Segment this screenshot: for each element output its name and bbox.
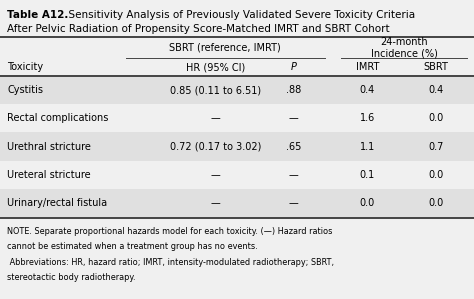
- Text: 0.0: 0.0: [428, 170, 444, 180]
- Text: cannot be estimated when a treatment group has no events.: cannot be estimated when a treatment gro…: [7, 242, 258, 251]
- Text: 1.1: 1.1: [360, 141, 375, 152]
- Text: —: —: [289, 198, 299, 208]
- Text: —: —: [289, 170, 299, 180]
- Text: .65: .65: [286, 141, 301, 152]
- Bar: [0, 189, 474, 217]
- Text: Rectal complications: Rectal complications: [7, 113, 109, 123]
- Text: Urinary/rectal fistula: Urinary/rectal fistula: [7, 198, 107, 208]
- Text: IMRT: IMRT: [356, 62, 379, 72]
- Text: 0.72 (0.17 to 3.02): 0.72 (0.17 to 3.02): [170, 141, 261, 152]
- Text: Abbreviations: HR, hazard ratio; IMRT, intensity-modulated radiotherapy; SBRT,: Abbreviations: HR, hazard ratio; IMRT, i…: [7, 258, 334, 267]
- Text: .88: .88: [286, 85, 301, 95]
- Text: —: —: [211, 113, 220, 123]
- Bar: [0, 76, 474, 104]
- Text: 0.4: 0.4: [428, 85, 444, 95]
- Text: SBRT: SBRT: [424, 62, 448, 72]
- Text: 0.7: 0.7: [428, 141, 444, 152]
- Text: —: —: [289, 113, 299, 123]
- Text: —: —: [211, 198, 220, 208]
- Text: 24-month: 24-month: [380, 37, 428, 48]
- Text: 0.0: 0.0: [428, 113, 444, 123]
- Text: Ureteral stricture: Ureteral stricture: [7, 170, 91, 180]
- Text: 0.4: 0.4: [360, 85, 375, 95]
- Text: stereotactic body radiotherapy.: stereotactic body radiotherapy.: [7, 273, 136, 282]
- Text: Toxicity: Toxicity: [7, 62, 43, 72]
- Text: HR (95% CI): HR (95% CI): [186, 62, 246, 72]
- Text: NOTE. Separate proportional hazards model for each toxicity. (—) Hazard ratios: NOTE. Separate proportional hazards mode…: [7, 227, 332, 236]
- Text: SBRT (reference, IMRT): SBRT (reference, IMRT): [169, 43, 281, 53]
- Text: 0.0: 0.0: [428, 198, 444, 208]
- Text: Cystitis: Cystitis: [7, 85, 43, 95]
- Text: Urethral stricture: Urethral stricture: [7, 141, 91, 152]
- Text: 0.0: 0.0: [360, 198, 375, 208]
- Text: After Pelvic Radiation of Propensity Score-Matched IMRT and SBRT Cohort: After Pelvic Radiation of Propensity Sco…: [7, 24, 390, 34]
- Bar: [0, 132, 474, 161]
- Text: Sensitivity Analysis of Previously Validated Severe Toxicity Criteria: Sensitivity Analysis of Previously Valid…: [62, 10, 415, 20]
- Text: Table A12.: Table A12.: [7, 10, 68, 20]
- Text: 1.6: 1.6: [360, 113, 375, 123]
- Text: Incidence (%): Incidence (%): [371, 48, 438, 58]
- Text: 0.1: 0.1: [360, 170, 375, 180]
- Text: P: P: [291, 62, 297, 72]
- Text: 0.85 (0.11 to 6.51): 0.85 (0.11 to 6.51): [170, 85, 261, 95]
- Text: —: —: [211, 170, 220, 180]
